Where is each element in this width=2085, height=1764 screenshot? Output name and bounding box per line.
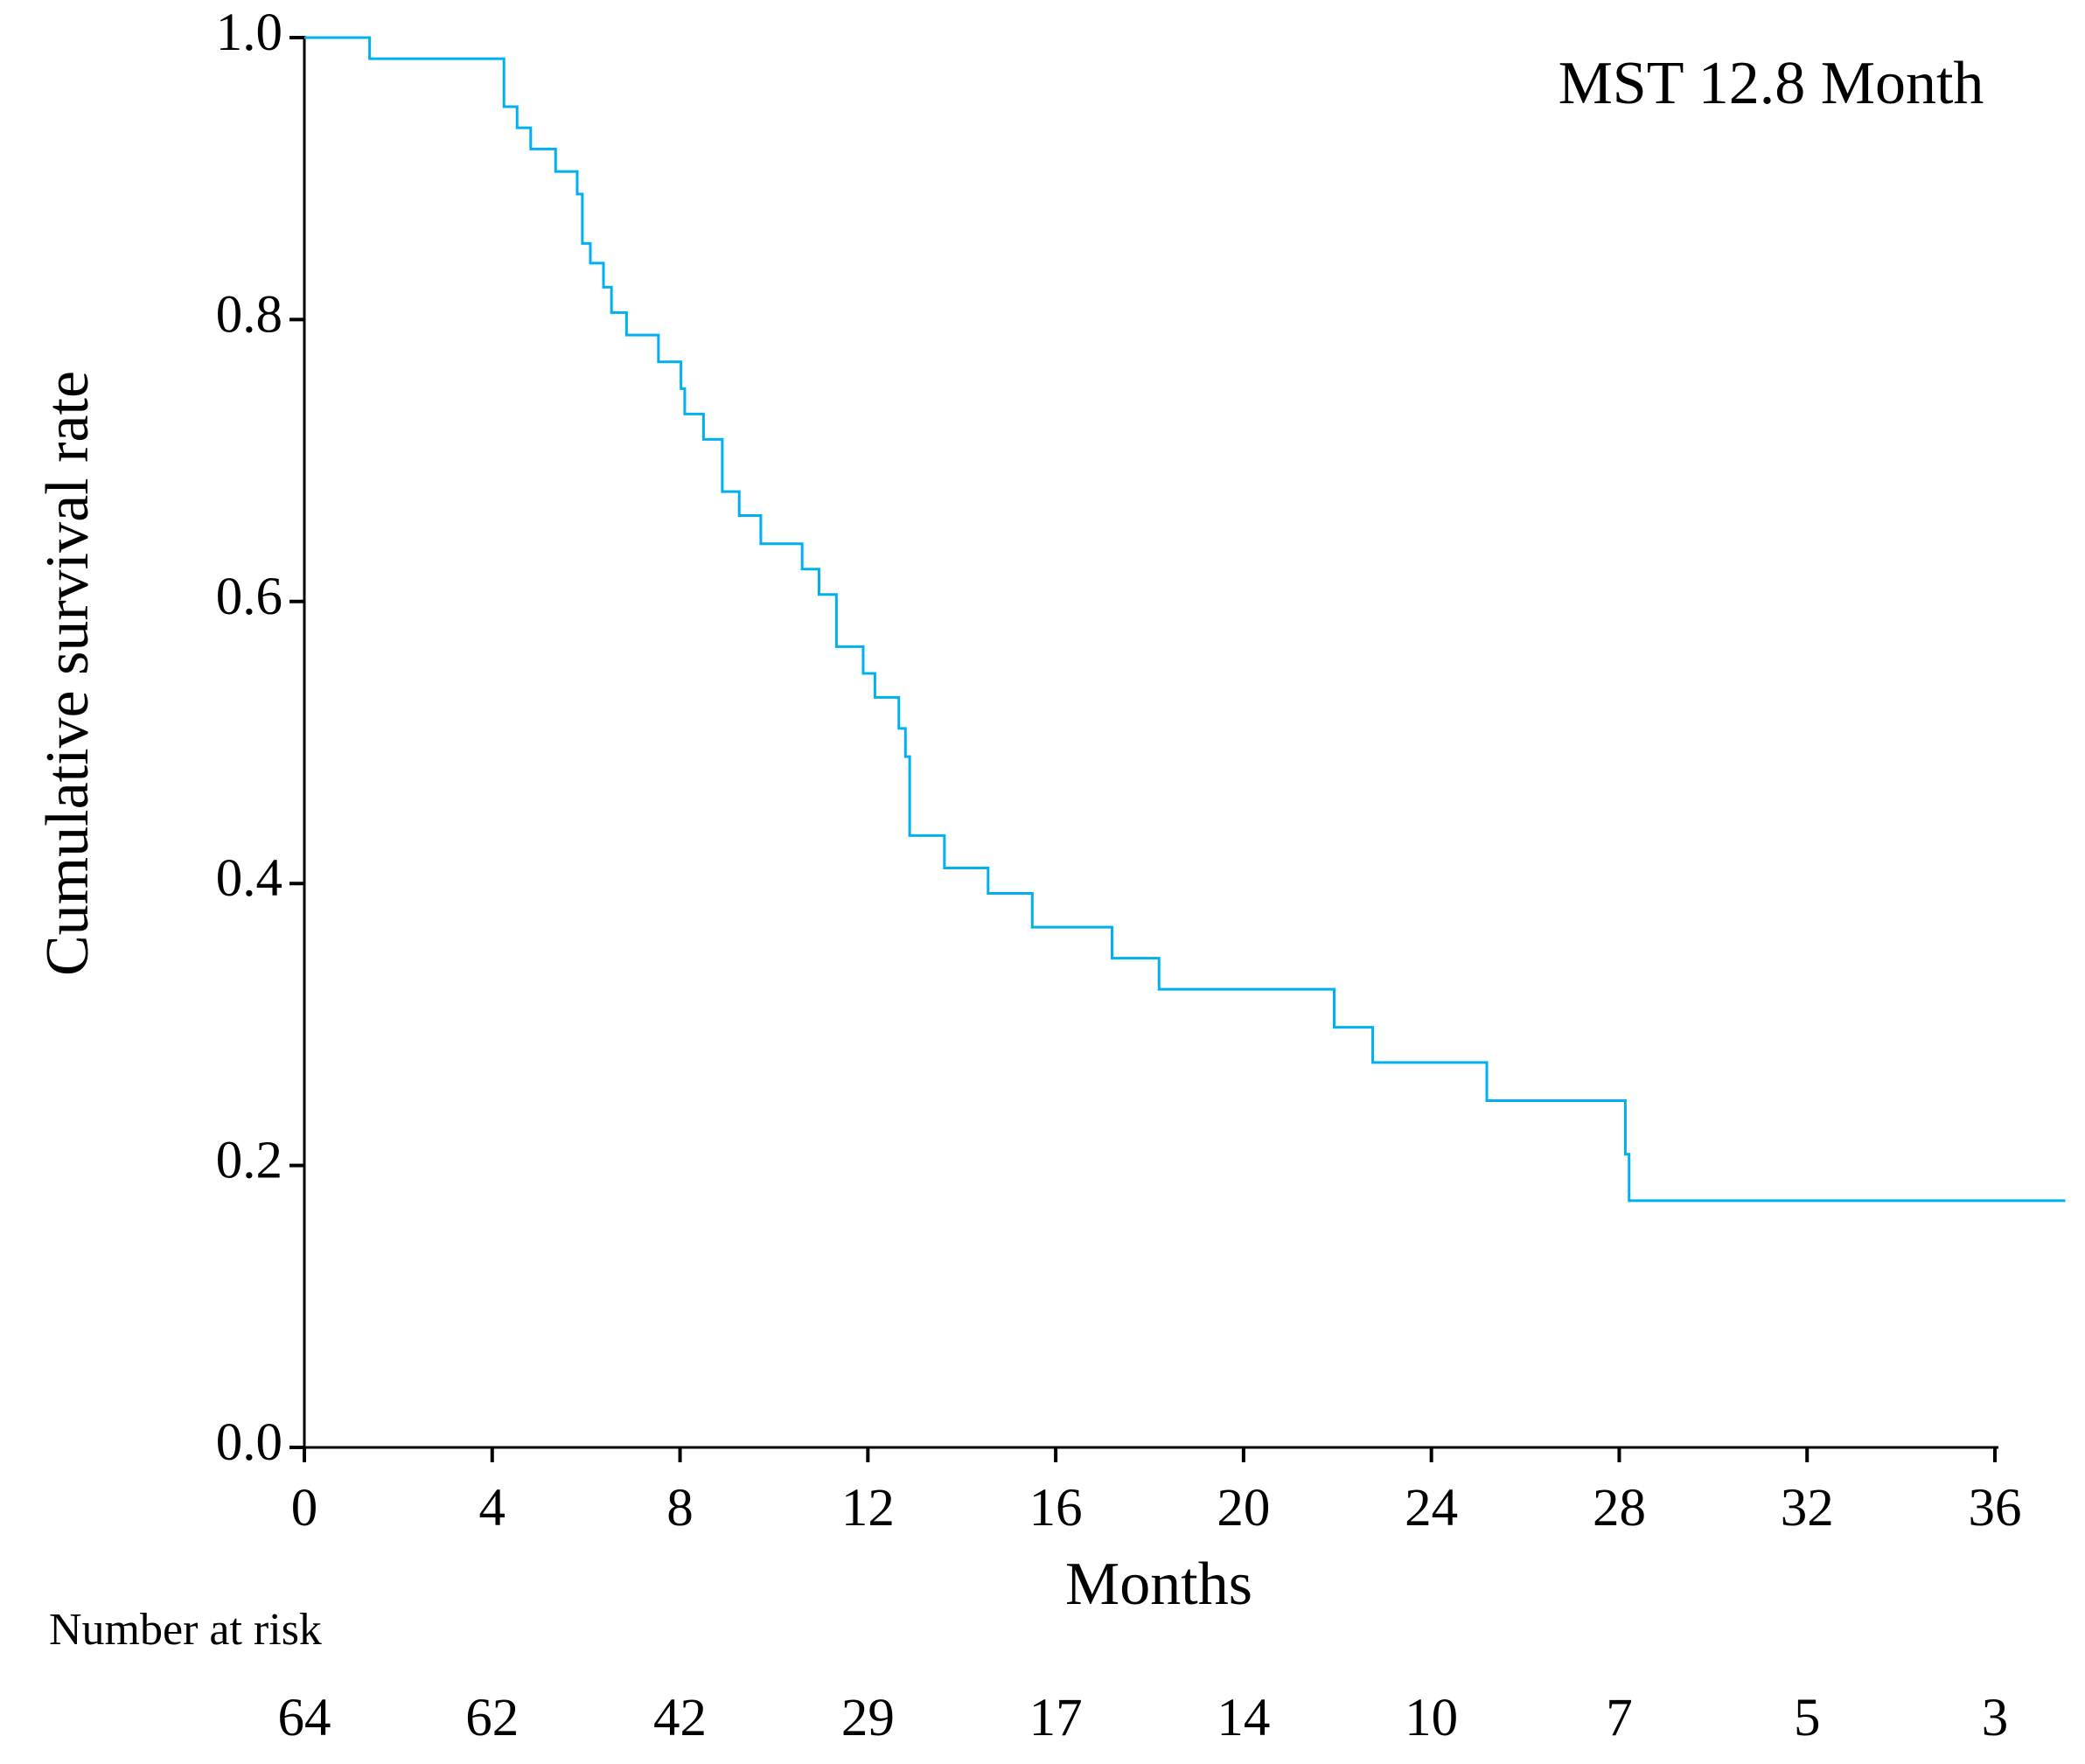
risk-table-title: Number at risk xyxy=(49,1605,322,1655)
risk-count: 64 xyxy=(278,1689,331,1747)
x-tick-label: 36 xyxy=(1969,1479,2022,1537)
y-tick-label: 0.4 xyxy=(216,849,282,908)
y-tick-label: 0.0 xyxy=(216,1413,282,1472)
risk-count: 42 xyxy=(653,1689,707,1747)
annotation: MST 12.8 Month xyxy=(1559,50,1984,117)
risk-count: 62 xyxy=(465,1689,519,1747)
risk-count: 10 xyxy=(1405,1689,1458,1747)
risk-count: 5 xyxy=(1794,1689,1821,1747)
x-tick-label: 12 xyxy=(841,1479,895,1537)
risk-count: 7 xyxy=(1606,1689,1633,1747)
x-tick-label: 16 xyxy=(1029,1479,1083,1537)
risk-count: 14 xyxy=(1217,1689,1270,1747)
x-tick-label: 28 xyxy=(1593,1479,1646,1537)
y-tick-label: 0.6 xyxy=(216,568,282,626)
y-tick-label: 0.2 xyxy=(216,1132,282,1190)
x-tick-label: 32 xyxy=(1781,1479,1834,1537)
x-axis-title: Months xyxy=(1065,1551,1252,1618)
risk-count: 3 xyxy=(1982,1689,2009,1747)
risk-count: 29 xyxy=(841,1689,895,1747)
y-tick-label: 1.0 xyxy=(216,3,282,62)
y-tick-label: 0.8 xyxy=(216,285,282,344)
x-tick-label: 20 xyxy=(1217,1479,1270,1537)
x-tick-label: 8 xyxy=(666,1479,694,1537)
x-tick-label: 4 xyxy=(479,1479,506,1537)
survival-curve xyxy=(304,36,2066,1203)
x-tick-label: 0 xyxy=(291,1479,318,1537)
x-tick-label: 24 xyxy=(1405,1479,1458,1537)
risk-count: 17 xyxy=(1029,1689,1083,1747)
y-axis-title: Cumulative survival rate xyxy=(34,371,101,976)
